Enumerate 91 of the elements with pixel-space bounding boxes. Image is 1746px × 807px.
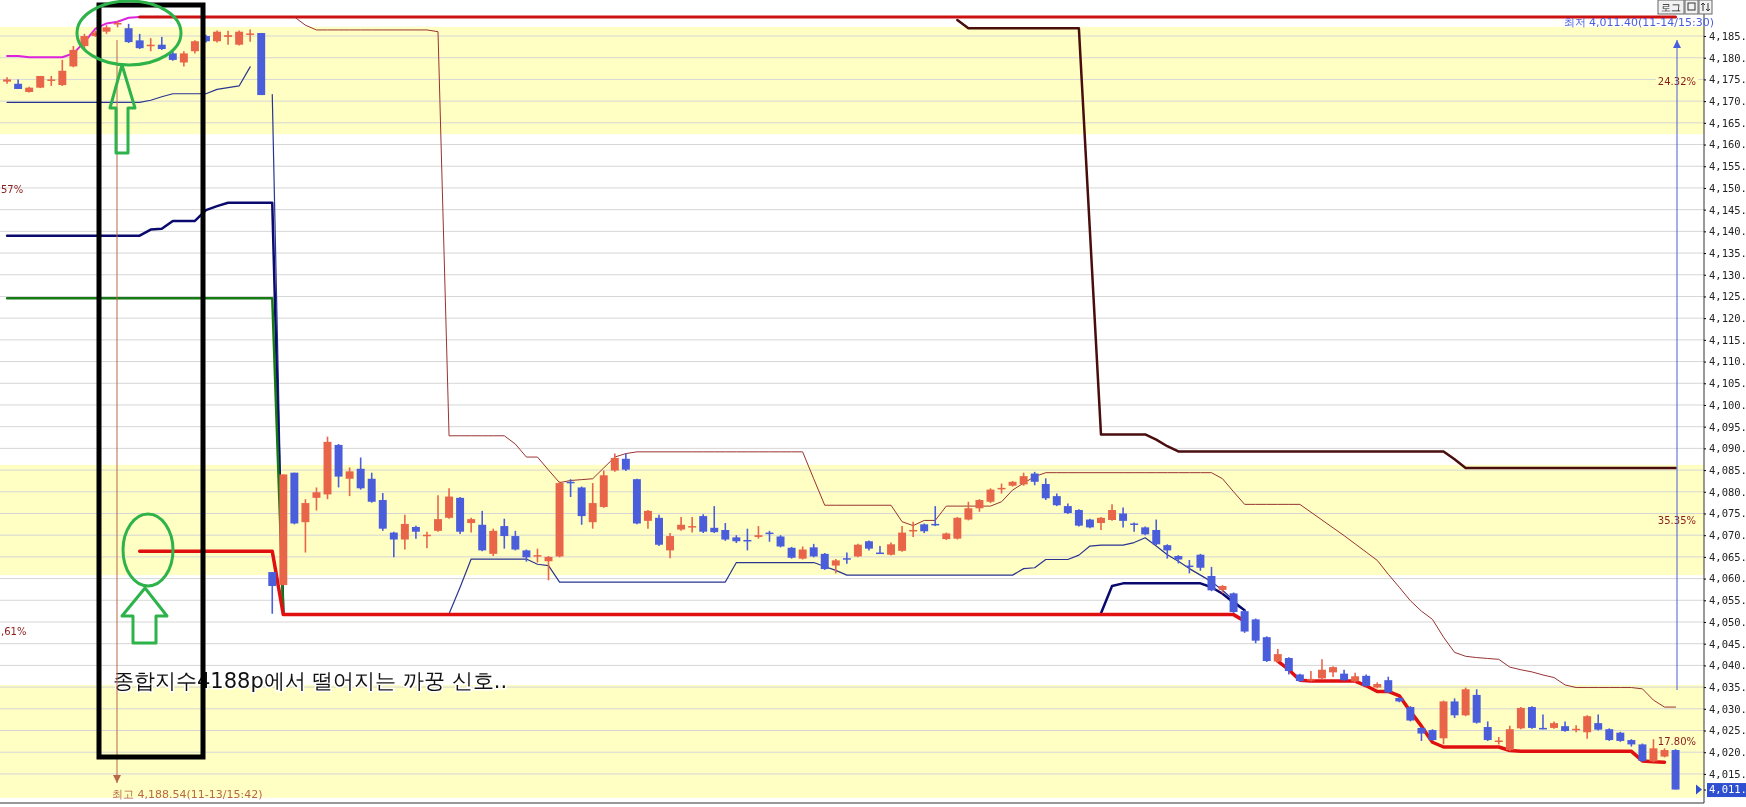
y-tick-label: 4,095.	[1709, 420, 1746, 433]
candlestick	[1649, 738, 1658, 763]
candlestick	[1505, 724, 1514, 752]
candlestick	[842, 551, 851, 565]
y-tick-label: 4,135.	[1709, 246, 1746, 259]
candlestick	[58, 59, 67, 87]
candlestick	[69, 45, 78, 69]
candlestick	[312, 486, 321, 512]
candlestick	[1306, 670, 1315, 683]
candlestick	[345, 466, 354, 497]
candlestick	[1527, 705, 1536, 730]
candlestick	[246, 28, 255, 43]
y-tick-label: 4,140.	[1709, 225, 1746, 238]
y-tick-label: 4,060.	[1709, 572, 1746, 585]
candlestick	[688, 516, 697, 534]
y-tick-label: 4,130.	[1709, 268, 1746, 281]
candlestick	[489, 527, 498, 557]
y-tick-label: 4,100.	[1709, 398, 1746, 411]
candlestick	[389, 530, 398, 559]
candlestick	[1251, 617, 1260, 645]
candlestick	[356, 456, 365, 491]
candlestick	[1119, 506, 1128, 529]
y-tick-label: 4,180.	[1709, 51, 1746, 64]
annotation: 57%	[1, 184, 24, 195]
y-tick-label: 4,150.	[1709, 181, 1746, 194]
y-tick-label: 4,110.	[1709, 355, 1746, 368]
y-tick-label: 4,185.	[1709, 29, 1746, 42]
y-tick-label: 4,145.	[1709, 203, 1746, 216]
y-tick-label: 4,160.	[1709, 138, 1746, 151]
candlestick	[1450, 697, 1459, 719]
y-tick-label: 4,175.	[1709, 73, 1746, 86]
band-label: 35.35%	[1657, 515, 1696, 526]
candlestick	[610, 452, 619, 473]
candlestick	[301, 498, 310, 554]
band-label: 17.80%	[1657, 736, 1696, 748]
y-tick-label: 4,015.	[1709, 767, 1746, 780]
annotation: 로그	[1661, 2, 1681, 13]
candlestick	[124, 23, 133, 44]
candlestick	[1152, 518, 1161, 546]
candlestick	[434, 494, 442, 533]
toolbar: 로그	[1657, 0, 1685, 15]
annotation: 최저 4,011.40(11-14/15:30)	[1563, 16, 1714, 29]
candlestick	[1041, 477, 1050, 501]
y-tick-label: 4,075.	[1709, 507, 1746, 520]
y-tick-label: 4,065.	[1709, 550, 1746, 563]
candlestick	[588, 482, 597, 530]
y-tick-label: 4,170.	[1709, 94, 1746, 107]
y-tick-label: 4,070.	[1709, 529, 1746, 542]
candlestick	[1318, 658, 1326, 681]
candlestick	[47, 75, 56, 87]
candlestick	[1240, 609, 1249, 634]
candlestick	[643, 509, 652, 530]
candlestick	[710, 505, 719, 534]
candlestick	[953, 516, 962, 541]
band-label: 24.32%	[1657, 75, 1696, 87]
y-tick-label: 4,035.	[1709, 680, 1746, 693]
y-tick-label: 4,165.	[1709, 116, 1746, 129]
y-tick-label: 4,115.	[1709, 333, 1746, 346]
y-tick-label: 4,030.	[1709, 702, 1746, 715]
y-tick-label: 4,080.	[1709, 485, 1746, 498]
candlestick	[367, 471, 376, 504]
y-tick-label: 4,020.	[1709, 746, 1746, 759]
y-tick-label: 4,050.	[1709, 615, 1746, 628]
y-tick-label: 4,040.	[1709, 659, 1746, 672]
candlestick	[467, 517, 476, 534]
annotation: 최고 4,188.54(11-13/15:42)	[112, 788, 263, 801]
candlestick	[898, 525, 907, 553]
candlestick	[1130, 521, 1139, 533]
y-tick-label: 4,011.	[1709, 783, 1746, 796]
y-tick-label: 4,025.	[1709, 724, 1746, 737]
y-tick-label: 4,125.	[1709, 290, 1746, 303]
y-tick-label: 4,120.	[1709, 312, 1746, 325]
candlestick	[1583, 714, 1592, 740]
annotation: ,61%	[1, 626, 27, 637]
y-tick-label: 4,045.	[1709, 637, 1746, 650]
candlestick	[1516, 706, 1525, 731]
candlestick	[1483, 720, 1492, 742]
candlestick	[400, 513, 409, 551]
y-tick-label: 4,085.	[1709, 463, 1746, 476]
candlestick	[1229, 591, 1238, 614]
candlestick	[699, 513, 708, 534]
y-tick-label: 4,090.	[1709, 442, 1746, 455]
y-tick-label: 4,155.	[1709, 160, 1746, 173]
candlestick	[1262, 635, 1271, 663]
candlestick	[445, 487, 454, 520]
candlestick	[500, 517, 509, 550]
candlestick	[224, 30, 233, 46]
y-tick-label: 4,055.	[1709, 594, 1746, 607]
y-tick-label: 4,105.	[1709, 377, 1746, 390]
candlestick	[666, 532, 675, 559]
candlestick	[268, 571, 277, 615]
